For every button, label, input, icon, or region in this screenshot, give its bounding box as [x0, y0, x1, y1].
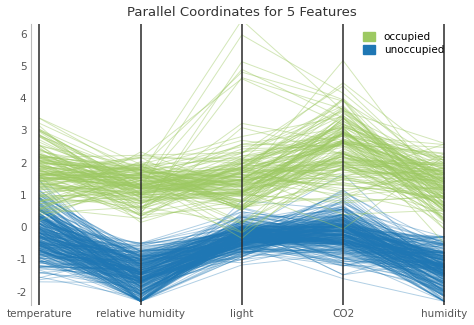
Title: Parallel Coordinates for 5 Features: Parallel Coordinates for 5 Features [127, 6, 357, 19]
Legend: occupied, unoccupied: occupied, unoccupied [360, 29, 447, 58]
